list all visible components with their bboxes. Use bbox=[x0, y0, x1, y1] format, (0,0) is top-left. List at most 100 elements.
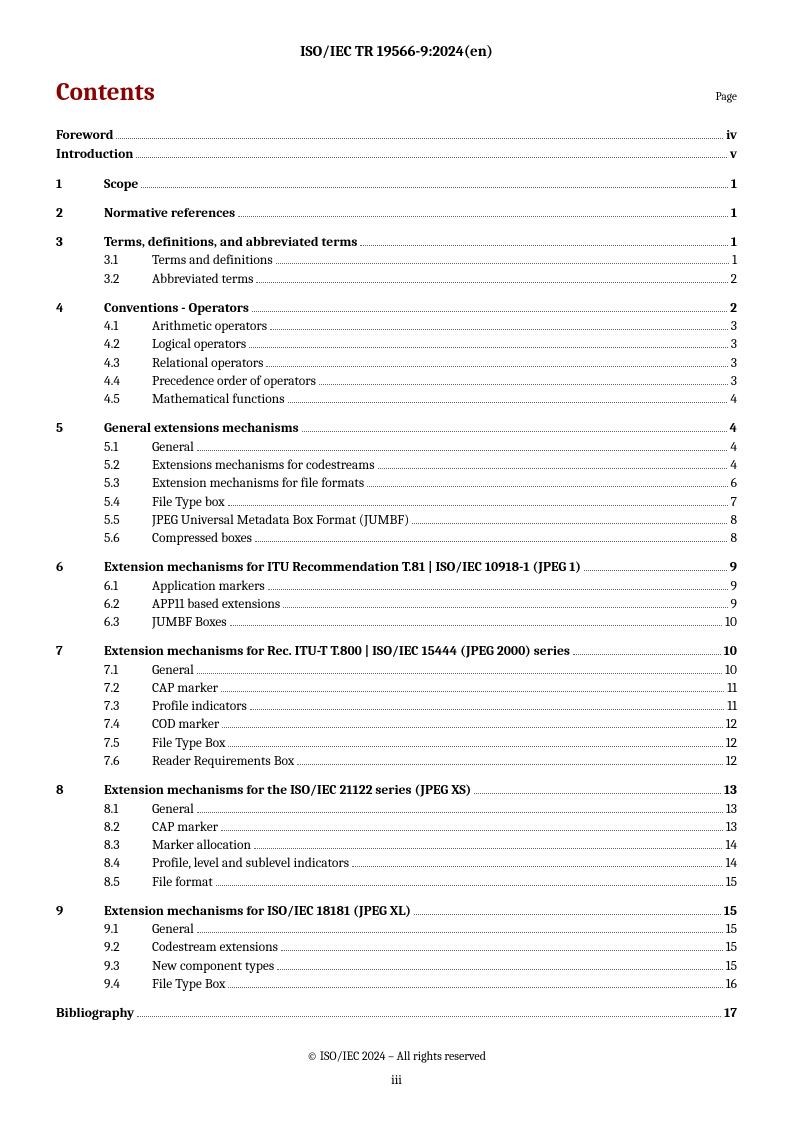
toc-entry-section: 8Extension mechanisms for the ISO/IEC 21… bbox=[56, 782, 737, 799]
toc-leader bbox=[412, 513, 727, 524]
toc-sub-number: 4.2 bbox=[104, 336, 152, 353]
toc-leader bbox=[256, 272, 727, 283]
toc-sub-number: 8.5 bbox=[104, 874, 152, 891]
toc-entry-subsection: 3.2Abbreviated terms2 bbox=[104, 271, 737, 288]
page-number: iii bbox=[0, 1073, 793, 1088]
toc-sub-number: 9.1 bbox=[104, 921, 152, 938]
toc-number: 4 bbox=[56, 300, 104, 317]
toc-leader bbox=[288, 392, 728, 403]
toc-sub-title: Compressed boxes bbox=[152, 530, 252, 547]
toc-sub-number: 4.3 bbox=[104, 355, 152, 372]
toc-entry-subsection: 7.1General10 bbox=[104, 662, 737, 679]
toc-leader bbox=[136, 147, 727, 158]
toc-entry-section: 1Scope1 bbox=[56, 176, 737, 193]
toc-title: Bibliography bbox=[56, 1005, 134, 1022]
toc-page: 1 bbox=[731, 234, 737, 251]
toc-sub-page: 14 bbox=[725, 837, 737, 854]
toc-entry-subsection: 7.6Reader Requirements Box12 bbox=[104, 753, 737, 770]
toc-sub-title: Abbreviated terms bbox=[152, 271, 253, 288]
toc-number: 7 bbox=[56, 643, 104, 660]
toc-sub-page: 4 bbox=[730, 457, 737, 474]
toc-leader bbox=[367, 476, 728, 487]
toc-entry-subsection: 4.5Mathematical functions4 bbox=[104, 391, 737, 408]
toc-sub-title: Relational operators bbox=[152, 355, 263, 372]
toc-entry-subsection: 7.4COD marker12 bbox=[104, 716, 737, 733]
toc-sub-title: File Type Box bbox=[152, 735, 225, 752]
toc-sub-title: File format bbox=[152, 874, 213, 891]
toc-page: 17 bbox=[724, 1005, 737, 1022]
toc-leader bbox=[283, 597, 727, 608]
toc-entry-subsection: 9.4File Type Box16 bbox=[104, 976, 737, 993]
toc-leader bbox=[254, 838, 722, 849]
toc-sub-title: New component types bbox=[152, 958, 274, 975]
toc-title: Scope bbox=[104, 176, 138, 193]
toc-sub-number: 7.4 bbox=[104, 716, 152, 733]
toc-leader bbox=[221, 820, 723, 831]
toc-leader bbox=[474, 783, 721, 794]
toc-sub-page: 3 bbox=[731, 318, 737, 335]
toc-entry-subsection: 9.2Codestream extensions15 bbox=[104, 939, 737, 956]
toc-entry-subsection: 4.3Relational operators 3 bbox=[104, 355, 737, 372]
toc-leader bbox=[250, 699, 724, 710]
toc-leader bbox=[302, 422, 727, 433]
toc-number: 9 bbox=[56, 903, 104, 920]
toc-entry-subsection: 6.3JUMBF Boxes10 bbox=[104, 614, 737, 631]
toc-sub-number: 9.4 bbox=[104, 976, 152, 993]
toc-sub-number: 8.4 bbox=[104, 855, 152, 872]
toc-entry-subsection: 8.3Marker allocation14 bbox=[104, 837, 737, 854]
toc-sub-page: 9 bbox=[731, 596, 737, 613]
toc-leader bbox=[222, 718, 723, 729]
toc-sub-page: 13 bbox=[726, 819, 737, 836]
toc-leader bbox=[573, 645, 721, 656]
toc-sub-number: 7.1 bbox=[104, 662, 152, 679]
toc-number: 6 bbox=[56, 559, 104, 576]
toc-leader bbox=[197, 663, 722, 674]
toc-sub-number: 4.5 bbox=[104, 391, 152, 408]
toc-number: 5 bbox=[56, 420, 104, 437]
toc-title: Normative references bbox=[104, 205, 235, 222]
toc-sub-page: 3 bbox=[731, 355, 737, 372]
toc-leader bbox=[230, 615, 723, 626]
toc-sub-number: 8.2 bbox=[104, 819, 152, 836]
toc-sub-page: 15 bbox=[726, 921, 737, 938]
toc-page: iv bbox=[726, 127, 737, 144]
toc-entry-subsection: 3.1Terms and definitions1 bbox=[104, 252, 737, 269]
toc-sub-title: General bbox=[152, 439, 194, 456]
toc-sub-title: Application markers bbox=[152, 578, 265, 595]
toc-number: 2 bbox=[56, 205, 104, 222]
toc-entry-subsection: 8.1General13 bbox=[104, 801, 737, 818]
toc-entry-front: Bibliography 17 bbox=[56, 1005, 737, 1022]
toc-sub-title: Precedence order of operators bbox=[152, 373, 316, 390]
toc-leader bbox=[141, 177, 728, 188]
toc-sub-number: 3.1 bbox=[104, 252, 152, 269]
toc-sub-title: Mathematical functions bbox=[152, 391, 285, 408]
page-label: Page bbox=[715, 90, 737, 103]
toc-sub-title: Profile indicators bbox=[152, 698, 247, 715]
toc-entry-section: 9Extension mechanisms for ISO/IEC 18181 … bbox=[56, 903, 737, 920]
toc-entry-subsection: 6.2APP11 based extensions9 bbox=[104, 596, 737, 613]
toc-number: 8 bbox=[56, 782, 104, 799]
toc-entry-subsection: 5.5JPEG Universal Metadata Box Format (J… bbox=[104, 512, 737, 529]
toc-sub-number: 7.2 bbox=[104, 680, 152, 697]
toc-leader bbox=[238, 206, 728, 217]
toc-entry-subsection: 5.4File Type box7 bbox=[104, 494, 737, 511]
toc-entry-subsection: 5.3Extension mechanisms for file formats… bbox=[104, 475, 737, 492]
toc-leader bbox=[228, 977, 722, 988]
toc-entry-section: 4Conventions - Operators2 bbox=[56, 300, 737, 317]
toc-sub-number: 4.1 bbox=[104, 318, 152, 335]
toc-sub-page: 12 bbox=[726, 735, 737, 752]
toc-leader bbox=[352, 857, 722, 868]
toc-page: 4 bbox=[730, 420, 737, 437]
toc-sub-title: CAP marker bbox=[152, 819, 218, 836]
toc-sub-page: 15 bbox=[726, 958, 737, 975]
toc-entry-subsection: 9.1General15 bbox=[104, 921, 737, 938]
toc-title: Extension mechanisms for ISO/IEC 18181 (… bbox=[104, 903, 411, 920]
toc-leader bbox=[268, 579, 728, 590]
toc-sub-page: 16 bbox=[726, 976, 737, 993]
toc-page: 2 bbox=[730, 300, 737, 317]
toc-sub-number: 5.2 bbox=[104, 457, 152, 474]
toc-sub-number: 5.3 bbox=[104, 475, 152, 492]
toc-sub-page: 12 bbox=[726, 716, 737, 733]
toc-sub-title: Reader Requirements Box bbox=[152, 753, 294, 770]
toc-sub-number: 6.3 bbox=[104, 614, 152, 631]
